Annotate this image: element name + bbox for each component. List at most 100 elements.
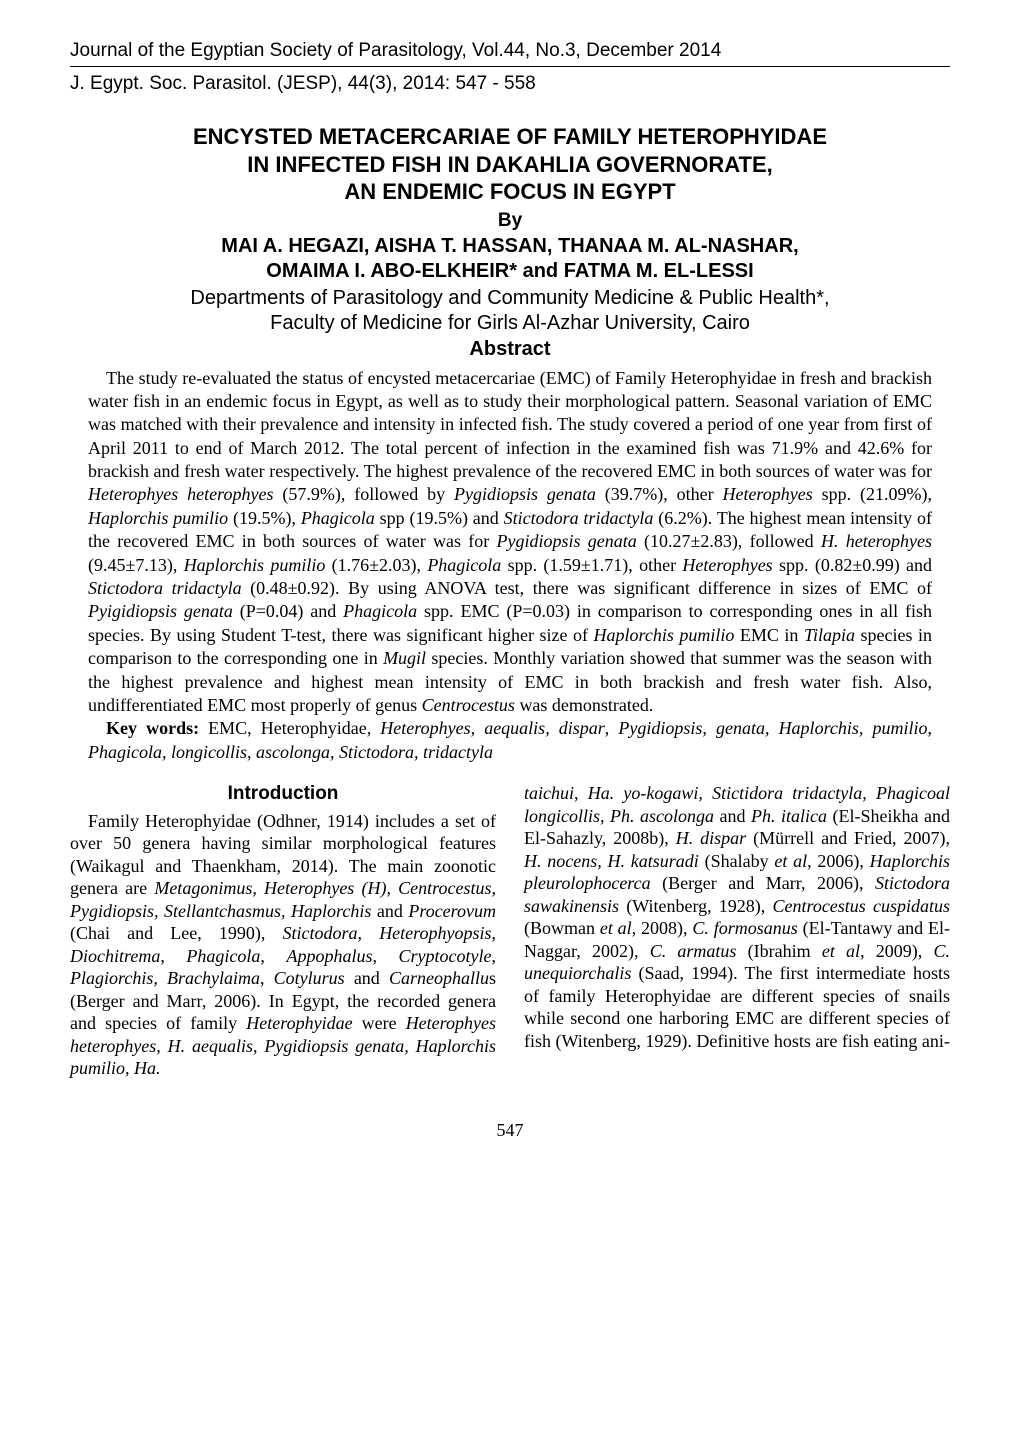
- title-line-2: IN INFECTED FISH IN DAKAHLIA GOVERNORATE…: [247, 152, 773, 177]
- body-text: ,: [492, 923, 497, 943]
- body-text: were: [353, 1013, 406, 1033]
- abstract-body: The study re-evaluated the status of enc…: [88, 367, 932, 718]
- affiliation-line-2: Faculty of Medicine for Girls Al-Azhar U…: [270, 312, 750, 334]
- latin-abbrev: et al: [600, 918, 632, 938]
- abstract-text: spp. (0.82±0.99) and: [773, 555, 932, 575]
- body-text: ,: [260, 946, 286, 966]
- affiliation: Departments of Parasitology and Communit…: [70, 286, 950, 336]
- abstract-text: (1.76±2.03),: [325, 555, 427, 575]
- species-name: Phagicola: [301, 508, 375, 528]
- species-name: Stictodora tridactyla: [88, 578, 242, 598]
- latin-abbrev: et al: [822, 941, 860, 961]
- species-name: Phagicola: [186, 946, 260, 966]
- journal-header: Journal of the Egyptian Society of Paras…: [70, 40, 950, 67]
- latin-abbrev: et al: [774, 851, 807, 871]
- authors-line-1: MAI A. HEGAZI, AISHA T. HASSAN, THANAA M…: [221, 235, 798, 257]
- species-name: Heterophyes heterophyes: [88, 484, 273, 504]
- species-name: Procerovum: [408, 901, 496, 921]
- body-text: , 2008),: [632, 918, 693, 938]
- abstract-heading: Abstract: [70, 338, 950, 361]
- species-name: Carneophallu: [389, 968, 489, 988]
- species-name: Pygidiopsis genata: [497, 531, 637, 551]
- species-name: Haplorchis pumilio: [594, 625, 735, 645]
- abstract-text: was demonstrated.: [515, 695, 653, 715]
- species-name: Pyigidiopsis genata: [88, 601, 233, 621]
- keywords-italic: , Heterophyes, aequalis, dispar: [367, 718, 605, 738]
- body-text: , 2009),: [860, 941, 933, 961]
- body-text: (Bowman: [524, 918, 600, 938]
- by-label: By: [70, 210, 950, 232]
- abstract-text: (P=0.04) and: [233, 601, 343, 621]
- species-name: Heterophyes: [682, 555, 772, 575]
- keywords: Key words: EMC, Heterophyidae, Heterophy…: [88, 717, 932, 764]
- right-column: taichui, Ha. yo-kogawi, Stictidora trida…: [524, 782, 950, 1080]
- journal-citation: J. Egypt. Soc. Parasitol. (JESP), 44(3),…: [70, 73, 950, 95]
- species-name: Cotylurus: [274, 968, 345, 988]
- species-name: H. dispar: [676, 828, 746, 848]
- abstract-text: spp (19.5%) and: [375, 508, 504, 528]
- species-name: H. heterophyes: [821, 531, 932, 551]
- body-text: ,: [358, 923, 380, 943]
- species-name: H. nocens, H. katsuradi: [524, 851, 699, 871]
- body-text: (Witenberg, 1928),: [619, 896, 772, 916]
- abstract-text: spp. (21.09%),: [813, 484, 932, 504]
- abstract-text: spp. (1.59±1.71), other: [501, 555, 682, 575]
- species-name: Ph. italica: [751, 806, 827, 826]
- body-text: (Mürrell and Fried, 2007),: [746, 828, 950, 848]
- body-text: (Ibrahim: [736, 941, 821, 961]
- species-name: Heterophyes: [722, 484, 812, 504]
- abstract-text: (19.5%),: [228, 508, 301, 528]
- species-name: Heterophyopsis: [379, 923, 491, 943]
- keywords-italic: Haplorchis, pumilio: [779, 718, 928, 738]
- body-text: and: [345, 968, 389, 988]
- left-column: Introduction Family Heterophyidae (Odhne…: [70, 782, 496, 1080]
- abstract-text: (57.9%), followed by: [273, 484, 453, 504]
- species-name: Pygidiopsis genata: [454, 484, 596, 504]
- species-name: Diochitrema: [70, 946, 160, 966]
- abstract-text: EMC in: [734, 625, 804, 645]
- abstract-text: (10.27±2.83), followed: [637, 531, 821, 551]
- body-text: ,: [492, 946, 497, 966]
- body-text: ,: [160, 946, 186, 966]
- keywords-text: ,: [330, 742, 339, 762]
- abstract-text: (0.48±0.92). By using ANOVA test, there …: [242, 578, 932, 598]
- keywords-text: ,: [605, 718, 619, 738]
- body-text: ,: [260, 968, 274, 988]
- body-text: (Berger and Marr, 2006),: [651, 873, 875, 893]
- introduction-heading: Introduction: [70, 782, 496, 806]
- page-number: 547: [70, 1120, 950, 1141]
- species-name: Mugil: [383, 648, 426, 668]
- species-name: Stictodora: [283, 923, 358, 943]
- body-columns: Introduction Family Heterophyidae (Odhne…: [70, 782, 950, 1080]
- keywords-italic: ascolonga: [256, 742, 330, 762]
- species-name: C. armatus: [650, 941, 737, 961]
- keywords-label: Key words:: [106, 718, 208, 738]
- abstract-text: (39.7%), other: [596, 484, 723, 504]
- species-name: Phagicola: [343, 601, 417, 621]
- keywords-text: ,: [247, 742, 256, 762]
- species-name: Appophalus, Cryptocotyle: [286, 946, 491, 966]
- introduction-paragraph: Family Heterophyidae (Odhner, 1914) incl…: [70, 810, 496, 1080]
- species-name: Heterophyidae: [246, 1013, 352, 1033]
- species-name: Centrocestus cuspidatus: [772, 896, 950, 916]
- keywords-italic: Phagicola, longicollis: [88, 742, 247, 762]
- species-name: Plagiorchis, Brachylaima: [70, 968, 260, 988]
- authors: MAI A. HEGAZI, AISHA T. HASSAN, THANAA M…: [70, 234, 950, 284]
- title-line-3: AN ENDEMIC FOCUS IN EGYPT: [344, 179, 675, 204]
- introduction-paragraph-continued: taichui, Ha. yo-kogawi, Stictidora trida…: [524, 782, 950, 1052]
- affiliation-line-1: Departments of Parasitology and Communit…: [190, 287, 829, 309]
- abstract-text: The study re-evaluated the status of enc…: [88, 368, 932, 482]
- body-text: , 2006),: [807, 851, 870, 871]
- species-name: C. formosanus: [692, 918, 797, 938]
- paper-title: ENCYSTED METACERCARIAE OF FAMILY HETEROP…: [70, 123, 950, 206]
- species-name: Centrocestus: [422, 695, 515, 715]
- keywords-text: ,: [765, 718, 779, 738]
- body-text: and: [371, 901, 408, 921]
- abstract-text: (9.45±7.13),: [88, 555, 184, 575]
- body-text: and: [714, 806, 751, 826]
- body-text: (Chai and Lee, 1990),: [70, 923, 283, 943]
- keywords-text: ,: [927, 718, 932, 738]
- species-name: Phagicola: [427, 555, 501, 575]
- keywords-text: EMC, Heterophyidae: [208, 718, 367, 738]
- species-name: Stictodora tridactyla: [504, 508, 654, 528]
